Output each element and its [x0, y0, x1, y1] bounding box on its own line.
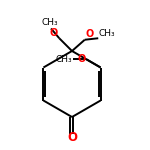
Text: O: O [50, 27, 58, 38]
Text: CH₃: CH₃ [56, 55, 72, 64]
Text: O: O [85, 29, 94, 39]
Text: CH₃: CH₃ [99, 28, 116, 38]
Text: O: O [67, 131, 77, 144]
Text: CH₃: CH₃ [42, 18, 58, 27]
Text: O: O [78, 54, 86, 64]
